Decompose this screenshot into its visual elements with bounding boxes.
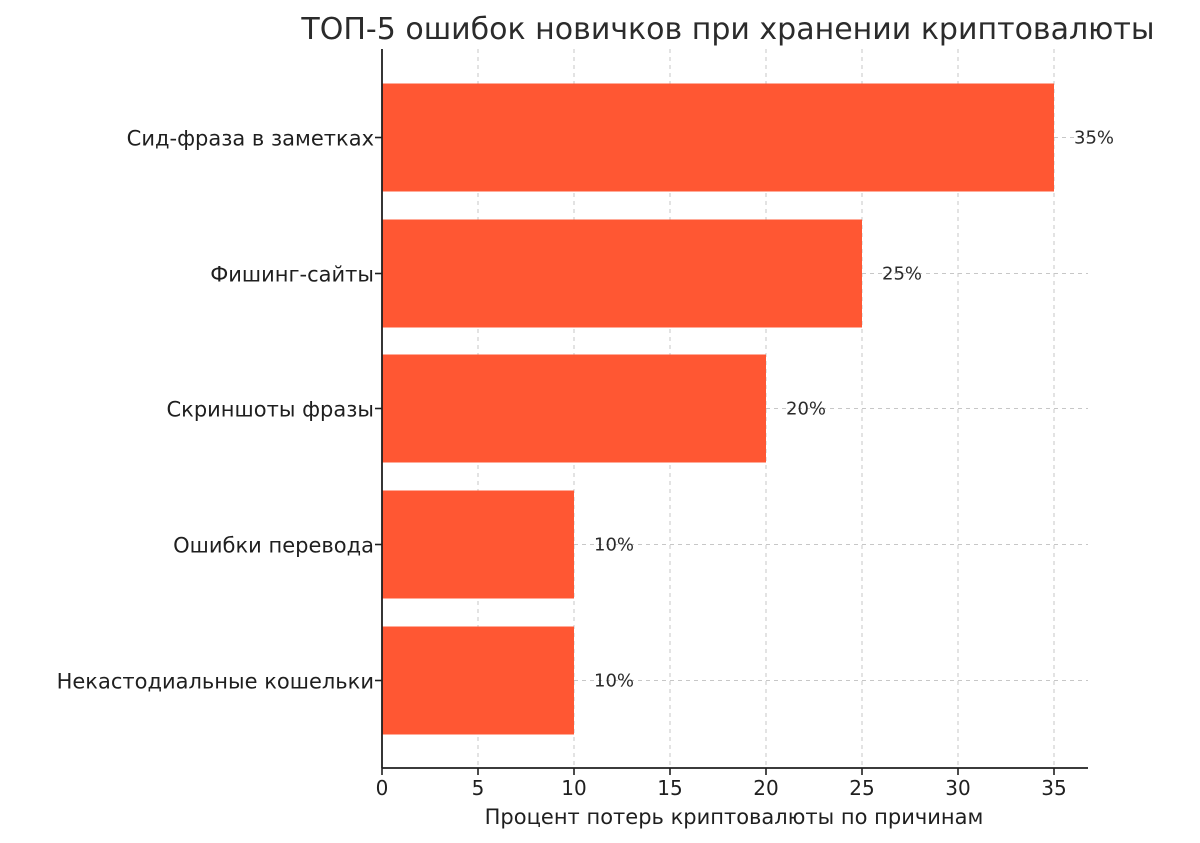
x-tick-label: 25 [849,776,874,800]
x-tick-label: 0 [376,776,389,800]
x-tick-label: 30 [945,776,970,800]
bars [382,83,1054,735]
bar-value-label: 35% [1074,128,1114,149]
x-axis-label: Процент потерь криптовалюты по причинам [485,805,984,829]
x-tick-label: 15 [657,776,682,800]
value-labels: 35% 25% 20% 10% 10% [594,128,1114,692]
bar-value-label: 20% [786,399,826,420]
x-tick-label: 5 [472,776,485,800]
bar [382,219,862,328]
x-tick-label: 20 [753,776,778,800]
bar [382,83,1054,192]
chart-title: ТОП-5 ошибок новичков при хранении крипт… [300,12,1154,47]
category-label: Некастодиальные кошельки [57,670,374,694]
bar [382,626,574,735]
category-label: Скриншоты фразы [166,398,374,422]
x-axis-ticks: 0 5 10 15 20 25 30 35 [375,136,1067,800]
bar-value-label: 10% [594,671,634,692]
x-tick-label: 10 [561,776,586,800]
category-labels: Сид-фраза в заметках Фишинг-сайты Скриншот… [57,127,374,694]
bar [382,490,574,599]
category-label: Ошибки перевода [173,534,374,558]
x-tick-label: 35 [1041,776,1066,800]
bar-value-label: 10% [594,535,634,556]
bar [382,354,766,463]
category-label: Фишинг-сайты [210,263,374,287]
bar-value-label: 25% [882,264,922,285]
category-label: Сид-фраза в заметках [127,127,374,151]
